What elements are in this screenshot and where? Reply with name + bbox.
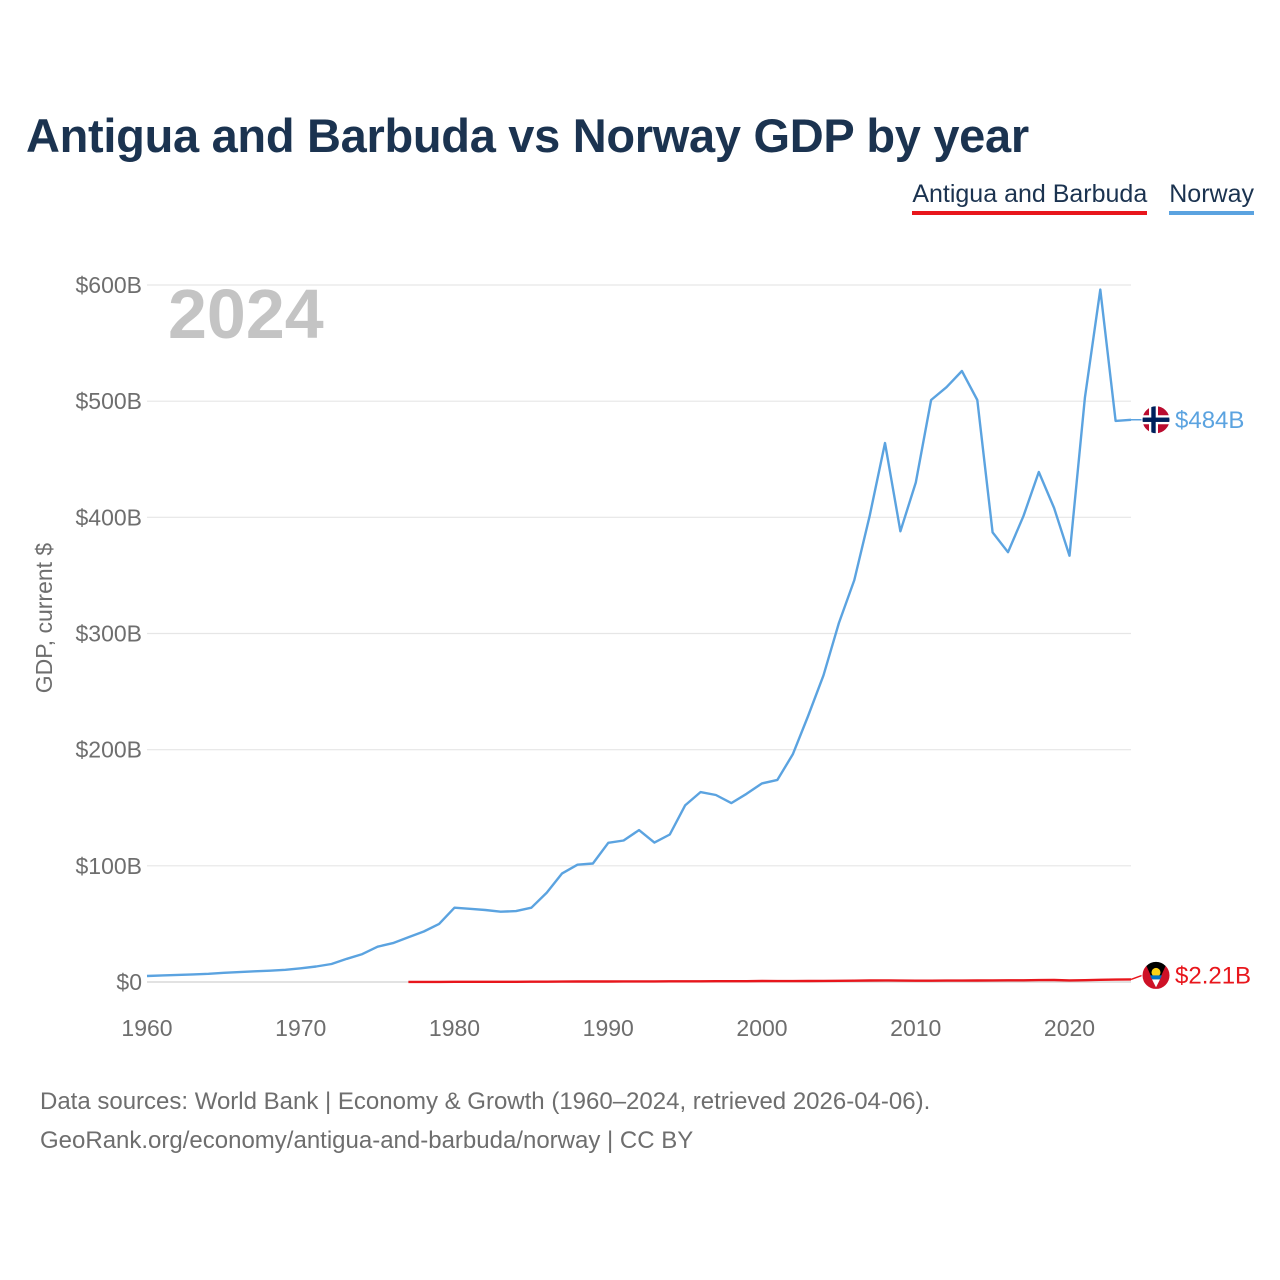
y-tick-label: $200B (75, 737, 142, 763)
y-axis-ticks: $0 $100B $200B $300B $400B $500B $600B (75, 272, 142, 995)
x-tick-label: 1970 (275, 1015, 326, 1041)
source-url: GeoRank.org/economy/antigua-and-barbuda/… (40, 1127, 694, 1154)
antigua-flag-icon (1141, 960, 1171, 990)
series-lines (146, 288, 1132, 984)
x-tick-label: 2010 (890, 1015, 941, 1041)
x-tick-label: 1980 (429, 1015, 480, 1041)
end-value-label-antigua-and-barbuda: $2.21B (1175, 962, 1251, 989)
y-tick-label: $600B (75, 272, 142, 298)
x-tick-label: 2020 (1044, 1015, 1095, 1041)
end-connector (1130, 974, 1143, 981)
x-axis-ticks: 1960 1970 1980 1990 2000 2010 2020 (121, 1015, 1095, 1041)
y-tick-label: $400B (75, 504, 142, 530)
y-tick-label: $500B (75, 388, 142, 414)
data-source-note: Data sources: World Bank | Economy & Gro… (40, 1088, 931, 1115)
norway-flag-icon (1141, 405, 1171, 435)
grid-lines (147, 284, 1131, 983)
series-end-markers: $2.21B $484B (1130, 405, 1251, 990)
series-line-norway (146, 288, 1132, 978)
series-line-antigua-and-barbuda (408, 978, 1132, 984)
y-axis-label: GDP, current $ (31, 543, 57, 694)
x-tick-label: 1990 (583, 1015, 634, 1041)
y-tick-label: $300B (75, 621, 142, 647)
x-tick-label: 2000 (736, 1015, 787, 1041)
y-tick-label: $0 (116, 969, 142, 995)
x-tick-label: 1960 (121, 1015, 172, 1041)
legend: Antigua and Barbuda Norway (912, 180, 1254, 215)
chart-title: Antigua and Barbuda vs Norway GDP by yea… (26, 109, 1029, 162)
legend-item-norway[interactable]: Norway (1169, 180, 1254, 215)
year-watermark: 2024 (168, 275, 324, 353)
y-tick-label: $100B (75, 853, 142, 879)
end-value-label-norway: $484B (1175, 407, 1244, 434)
legend-item-antigua-and-barbuda[interactable]: Antigua and Barbuda (912, 180, 1148, 215)
footer: Data sources: World Bank | Economy & Gro… (40, 1082, 930, 1160)
